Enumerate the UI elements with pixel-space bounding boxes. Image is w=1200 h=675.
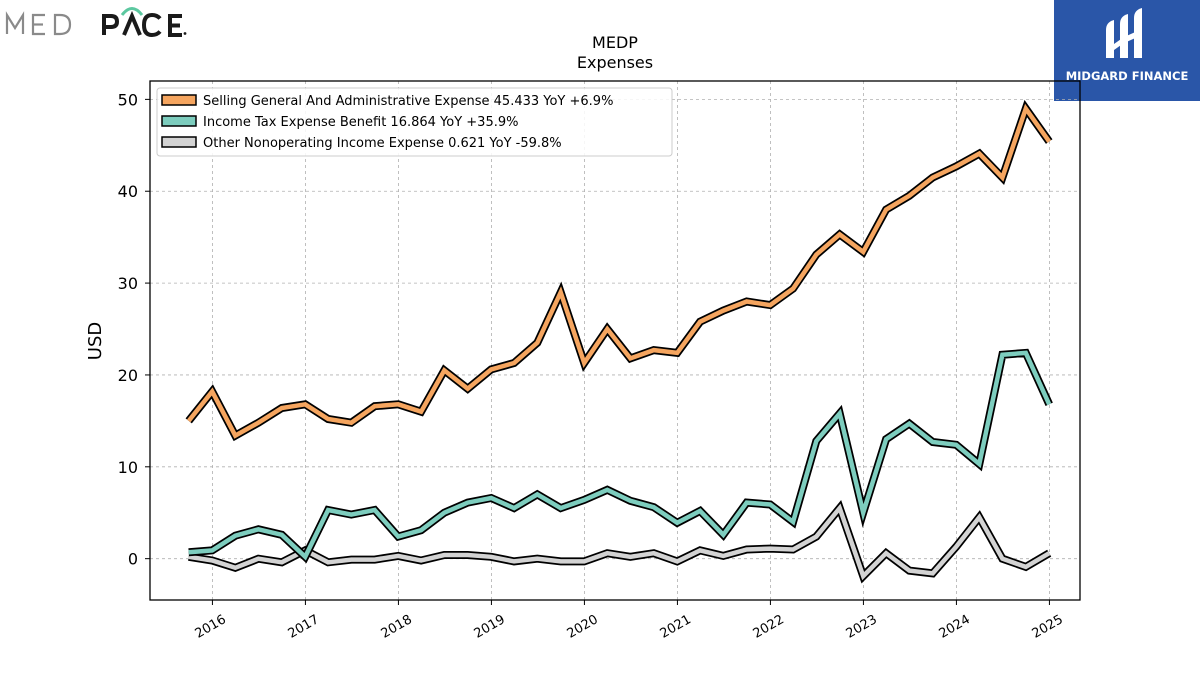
y-tick-label: 0 [128, 550, 138, 569]
legend-entry: Income Tax Expense Benefit 16.864 YoY +3… [203, 115, 518, 130]
series-line-2 [188, 500, 1052, 584]
x-tick-label: 2025 [1030, 612, 1066, 642]
series-line-1 [188, 348, 1053, 564]
midgard-monogram-icon [1106, 8, 1142, 58]
medpace-logo-arc-icon [120, 7, 144, 16]
x-tick-label: 2016 [193, 612, 229, 642]
y-tick-label: 40 [118, 182, 138, 201]
x-tick-label: 2018 [379, 612, 415, 642]
x-tick-label: 2017 [286, 612, 322, 642]
legend-swatch [161, 94, 197, 106]
x-tick-label: 2023 [844, 612, 880, 642]
legend-swatch [161, 115, 197, 127]
chart-title: MEDP [592, 33, 638, 52]
midgard-logo-text: MIDGARD FINANCE [1065, 69, 1189, 83]
series-outline [188, 500, 1052, 584]
medpace-logo [5, 7, 187, 38]
series-line-0 [185, 99, 1053, 442]
legend: Selling General And Administrative Expen… [156, 87, 673, 157]
series-lines [185, 99, 1053, 584]
series-outline [185, 99, 1053, 442]
legend-swatch [161, 136, 197, 148]
y-tick-label: 10 [118, 458, 138, 477]
midgard-finance-logo: MIDGARD FINANCE [1054, 0, 1200, 101]
y-tick-label: 50 [118, 90, 138, 109]
x-tick-label: 2024 [937, 612, 973, 642]
legend-entry: Other Nonoperating Income Expense 0.621 … [203, 136, 562, 151]
x-tick-label: 2020 [565, 612, 601, 642]
legend-entry: Selling General And Administrative Expen… [203, 94, 613, 109]
medpace-logo-pace [102, 10, 182, 38]
series-stroke [186, 103, 1052, 439]
x-tick-label: 2022 [751, 612, 787, 642]
medpace-logo-med [5, 11, 72, 36]
legend-box [156, 87, 673, 157]
chart-subtitle: Expenses [577, 53, 653, 72]
x-tick-label: 2019 [472, 612, 508, 642]
series-stroke [188, 350, 1052, 561]
y-axis-label: USD [85, 322, 106, 360]
plot-frame [149, 80, 1081, 601]
y-tick-label: 30 [118, 274, 138, 293]
x-tick-label: 2021 [658, 612, 694, 642]
y-tick-label: 20 [118, 366, 138, 385]
series-stroke [188, 503, 1051, 581]
